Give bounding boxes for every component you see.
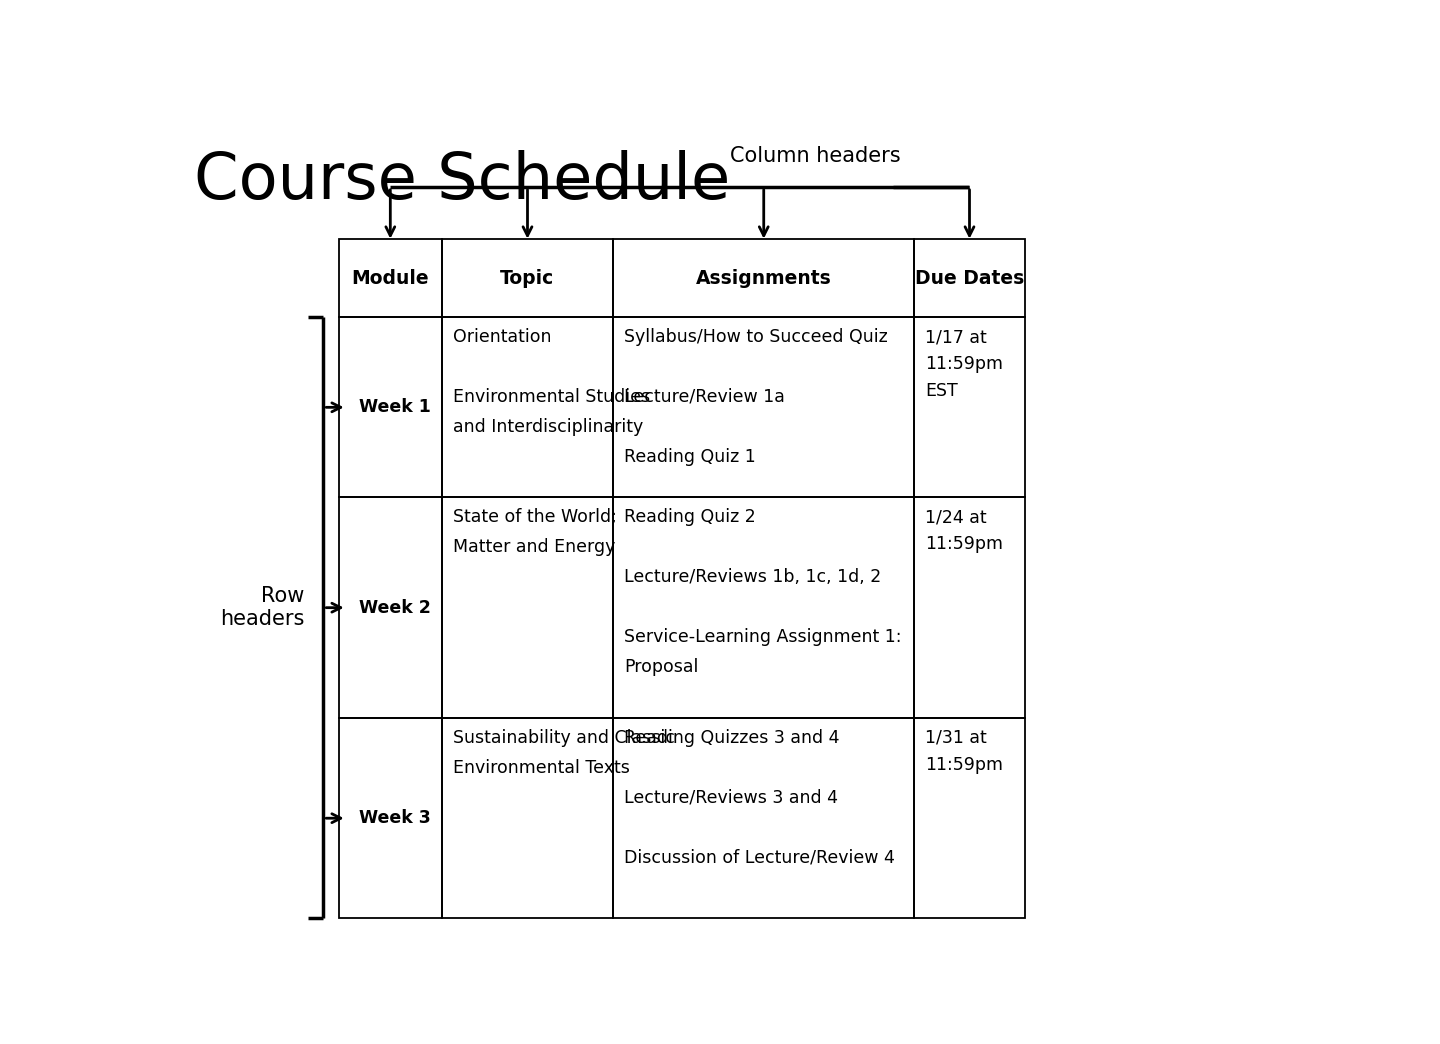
Text: Module: Module [351, 268, 429, 288]
Bar [914, 317, 1025, 497]
Text: 1/31 at
11:59pm: 1/31 at 11:59pm [924, 729, 1004, 774]
Bar [442, 718, 613, 919]
Text: Column headers: Column headers [730, 146, 901, 166]
Text: Sustainability and Classic
Environmental Texts: Sustainability and Classic Environmental… [452, 729, 674, 777]
Text: Assignments: Assignments [696, 268, 832, 288]
Text: Due Dates: Due Dates [914, 268, 1024, 288]
Bar [338, 497, 442, 718]
Bar [914, 239, 1025, 317]
Text: Week 3: Week 3 [359, 809, 431, 827]
Bar [442, 239, 613, 317]
Bar [613, 317, 914, 497]
Text: State of the World;
Matter and Energy: State of the World; Matter and Energy [452, 508, 616, 556]
Bar [338, 239, 442, 317]
Bar [914, 718, 1025, 919]
Text: Week 2: Week 2 [359, 598, 431, 617]
Text: Orientation

Environmental Studies
and Interdisciplinarity: Orientation Environmental Studies and In… [452, 328, 649, 435]
Text: Row
headers: Row headers [220, 586, 304, 630]
Text: Course Schedule: Course Schedule [194, 149, 730, 212]
Bar [613, 239, 914, 317]
Bar [613, 718, 914, 919]
Bar [338, 718, 442, 919]
Bar [613, 497, 914, 718]
Bar [442, 497, 613, 718]
Text: 1/24 at
11:59pm: 1/24 at 11:59pm [924, 508, 1004, 553]
Bar [338, 317, 442, 497]
Bar [914, 497, 1025, 718]
Text: Syllabus/How to Succeed Quiz

Lecture/Review 1a

Reading Quiz 1: Syllabus/How to Succeed Quiz Lecture/Rev… [624, 328, 888, 466]
Text: Reading Quizzes 3 and 4

Lecture/Reviews 3 and 4

Discussion of Lecture/Review 4: Reading Quizzes 3 and 4 Lecture/Reviews … [624, 729, 894, 867]
Text: Reading Quiz 2

Lecture/Reviews 1b, 1c, 1d, 2

Service-Learning Assignment 1:
Pr: Reading Quiz 2 Lecture/Reviews 1b, 1c, 1… [624, 508, 901, 675]
Text: Topic: Topic [500, 268, 554, 288]
Bar [442, 317, 613, 497]
Text: Week 1: Week 1 [359, 399, 431, 417]
Text: 1/17 at
11:59pm
EST: 1/17 at 11:59pm EST [924, 328, 1004, 400]
